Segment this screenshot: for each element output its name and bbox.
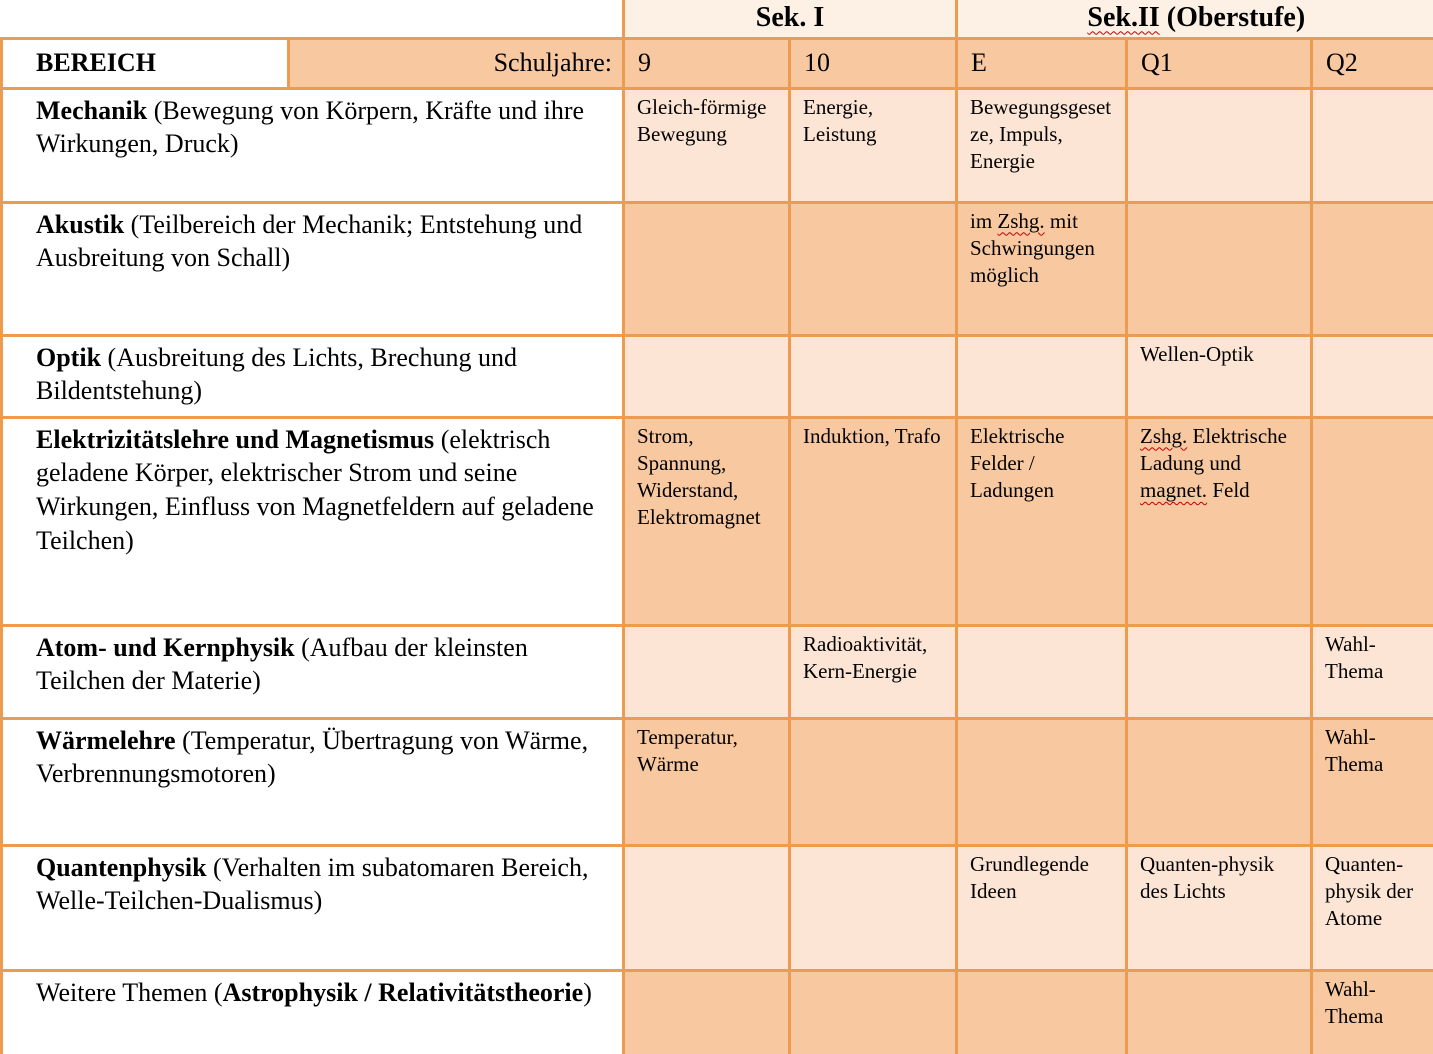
row-title: Elektrizitätslehre und Magnetismus: [36, 424, 435, 454]
cell-quantenphysik-9: [622, 843, 791, 972]
row-description: (Teilbereich der Mechanik; Entstehung un…: [36, 209, 583, 273]
row-label-weitere-themen: Weitere Themen (Astrophysik / Relativitä…: [0, 968, 625, 1054]
year-header-Q2: Q2: [1309, 36, 1433, 90]
cell-atom-kernphysik-10: Radioaktivität, Kern-Energie: [788, 623, 958, 720]
sek2-label-suffix: (Oberstufe): [1159, 2, 1306, 34]
cell-quantenphysik-10: [788, 843, 958, 972]
row-title: Mechanik: [36, 95, 148, 125]
cell-optik-9: [622, 333, 791, 419]
row-description: (Bewegung von Körpern, Kräfte und ihre W…: [36, 95, 585, 159]
row-label-mechanik: Mechanik (Bewegung von Körpern, Kräfte u…: [0, 86, 625, 204]
row-title: Astrophysik / Relativitätstheorie: [222, 977, 584, 1007]
row-description: (Verhalten im subatomaren Bereich, Welle…: [36, 852, 589, 916]
row-label-atom-kernphysik: Atom- und Kernphysik (Aufbau der kleinst…: [0, 623, 625, 720]
table-row-waermelehre: Wärmelehre (Temperatur, Übertragung von …: [0, 716, 1433, 847]
sek1-label: Sek. I: [755, 2, 825, 34]
cell-akustik-Q2: [1309, 200, 1433, 337]
cell-mechanik-Q2: [1309, 86, 1433, 204]
sek1-group-header: Sek. I: [622, 0, 958, 40]
year-header-E: E: [955, 36, 1128, 90]
cell-waermelehre-Q1: [1125, 716, 1313, 847]
cell-mechanik-9: Gleich-förmige Bewegung: [622, 86, 791, 204]
cell-weitere-themen-10: [788, 968, 958, 1054]
row-title: Optik: [36, 342, 102, 372]
column-header-row: BEREICH Schuljahre: 9 10 E Q1 Q2: [0, 36, 1433, 90]
top-band-spacer: [1, 0, 624, 38]
cell-atom-kernphysik-Q1: [1125, 623, 1313, 720]
cell-mechanik-E: Bewegungsgesetze, Impuls, Energie: [955, 86, 1128, 204]
row-title: Quantenphysik: [36, 852, 207, 882]
misspelled-word: Zshg.: [1140, 423, 1188, 448]
cell-waermelehre-E: [955, 716, 1128, 847]
year-header-10: 10: [788, 36, 958, 90]
row-label-optik: Optik (Ausbreitung des Lichts, Brechung …: [0, 333, 625, 419]
cell-atom-kernphysik-Q2: Wahl-Thema: [1309, 623, 1433, 720]
row-label-quantenphysik: Quantenphysik (Verhalten im subatomaren …: [0, 843, 625, 972]
cell-elektrizitaet-E: Elektrische Felder / Ladungen: [955, 415, 1128, 627]
table-row-atom-kernphysik: Atom- und Kernphysik (Aufbau der kleinst…: [0, 623, 1433, 720]
row-description: (elektrisch geladene Körper, elektrische…: [36, 424, 594, 555]
bereich-header: BEREICH: [0, 36, 290, 90]
table-row-mechanik: Mechanik (Bewegung von Körpern, Kräfte u…: [0, 86, 1433, 204]
cell-weitere-themen-9: [622, 968, 791, 1054]
table-row-elektrizitaet: Elektrizitätslehre und Magnetismus (elek…: [0, 415, 1433, 627]
cell-optik-E: [955, 333, 1128, 419]
cell-waermelehre-10: [788, 716, 958, 847]
top-band-row: Sek. I Sek.II (Oberstufe): [1, 0, 1433, 40]
table-row-akustik: Akustik (Teilbereich der Mechanik; Entst…: [0, 200, 1433, 337]
cell-optik-Q1: Wellen-Optik: [1125, 333, 1313, 419]
cell-elektrizitaet-Q2: [1309, 415, 1433, 627]
cell-text: im: [970, 208, 998, 233]
row-title: Akustik: [36, 209, 125, 239]
cell-elektrizitaet-Q1: Zshg. Elektrische Ladung und magnet. Fel…: [1125, 415, 1313, 627]
cell-akustik-10: [788, 200, 958, 337]
year-header-Q1: Q1: [1125, 36, 1313, 90]
row-description: (Ausbreitung des Lichts, Brechung und Bi…: [36, 342, 517, 406]
schuljahre-label: Schuljahre:: [287, 36, 625, 90]
cell-optik-Q2: [1309, 333, 1433, 419]
cell-atom-kernphysik-E: [955, 623, 1128, 720]
sek2-label: Sek.II: [1087, 2, 1160, 34]
cell-quantenphysik-Q2: Quanten-physik der Atome: [1309, 843, 1433, 972]
sek2-group-header: Sek.II (Oberstufe): [954, 0, 1433, 40]
cell-mechanik-Q1: [1125, 86, 1313, 204]
cell-waermelehre-Q2: Wahl-Thema: [1309, 716, 1433, 847]
cell-akustik-9: [622, 200, 791, 337]
cell-quantenphysik-Q1: Quanten-physik des Lichts: [1125, 843, 1313, 972]
row-title: Atom- und Kernphysik: [36, 632, 295, 662]
misspelled-word: magnet.: [1140, 478, 1208, 503]
row-description: ): [583, 977, 592, 1007]
misspelled-word: Zshg.: [997, 208, 1045, 233]
cell-akustik-Q1: [1125, 200, 1313, 337]
row-title-prefix: Weitere Themen (: [36, 977, 223, 1007]
cell-atom-kernphysik-9: [622, 623, 791, 720]
cell-text: Feld: [1207, 478, 1250, 503]
cell-weitere-themen-Q1: [1125, 968, 1313, 1054]
cell-waermelehre-9: Temperatur, Wärme: [622, 716, 791, 847]
row-label-elektrizitaet: Elektrizitätslehre und Magnetismus (elek…: [0, 415, 625, 627]
table-row-optik: Optik (Ausbreitung des Lichts, Brechung …: [0, 333, 1433, 419]
cell-elektrizitaet-9: Strom, Spannung, Widerstand, Elektromagn…: [622, 415, 791, 627]
cell-akustik-E: im Zshg. mit Schwingungen möglich: [955, 200, 1128, 337]
cell-text: Elektrische Ladung und: [1140, 423, 1287, 475]
row-description: (Temperatur, Übertragung von Wärme, Verb…: [36, 725, 589, 789]
row-label-akustik: Akustik (Teilbereich der Mechanik; Entst…: [0, 200, 625, 337]
table-row-weitere-themen: Weitere Themen (Astrophysik / Relativitä…: [0, 968, 1433, 1054]
cell-weitere-themen-E: [955, 968, 1128, 1054]
cell-optik-10: [788, 333, 958, 419]
cell-text: mit Schwingungen möglich: [970, 208, 1095, 288]
cell-quantenphysik-E: Grundlegende Ideen: [955, 843, 1128, 972]
row-title: Wärmelehre: [36, 725, 176, 755]
table-row-quantenphysik: Quantenphysik (Verhalten im subatomaren …: [0, 843, 1433, 972]
row-label-waermelehre: Wärmelehre (Temperatur, Übertragung von …: [0, 716, 625, 847]
year-header-9: 9: [622, 36, 791, 90]
cell-weitere-themen-Q2: Wahl-Thema: [1309, 968, 1433, 1054]
cell-mechanik-10: Energie, Leistung: [788, 86, 958, 204]
row-description: (Aufbau der kleinsten Teilchen der Mater…: [36, 632, 528, 696]
cell-elektrizitaet-10: Induktion, Trafo: [788, 415, 958, 627]
